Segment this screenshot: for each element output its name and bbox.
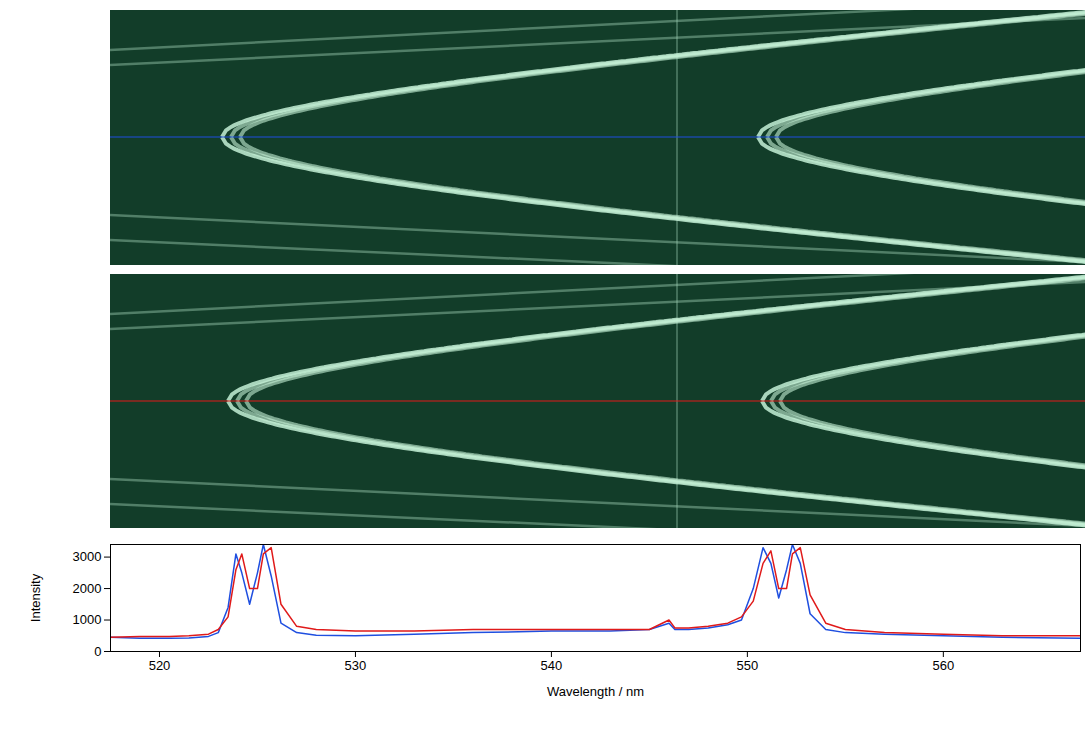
svg-text:560: 560 <box>932 658 954 673</box>
svg-text:530: 530 <box>345 658 367 673</box>
svg-text:550: 550 <box>737 658 759 673</box>
svg-text:1000: 1000 <box>73 612 102 627</box>
svg-text:520: 520 <box>149 658 171 673</box>
svg-text:Intensity: Intensity <box>28 573 43 622</box>
svg-text:3000: 3000 <box>73 549 102 564</box>
svg-text:0: 0 <box>94 644 101 659</box>
svg-text:540: 540 <box>541 658 563 673</box>
svg-text:2000: 2000 <box>73 581 102 596</box>
svg-text:Wavelength / nm: Wavelength / nm <box>547 684 644 699</box>
